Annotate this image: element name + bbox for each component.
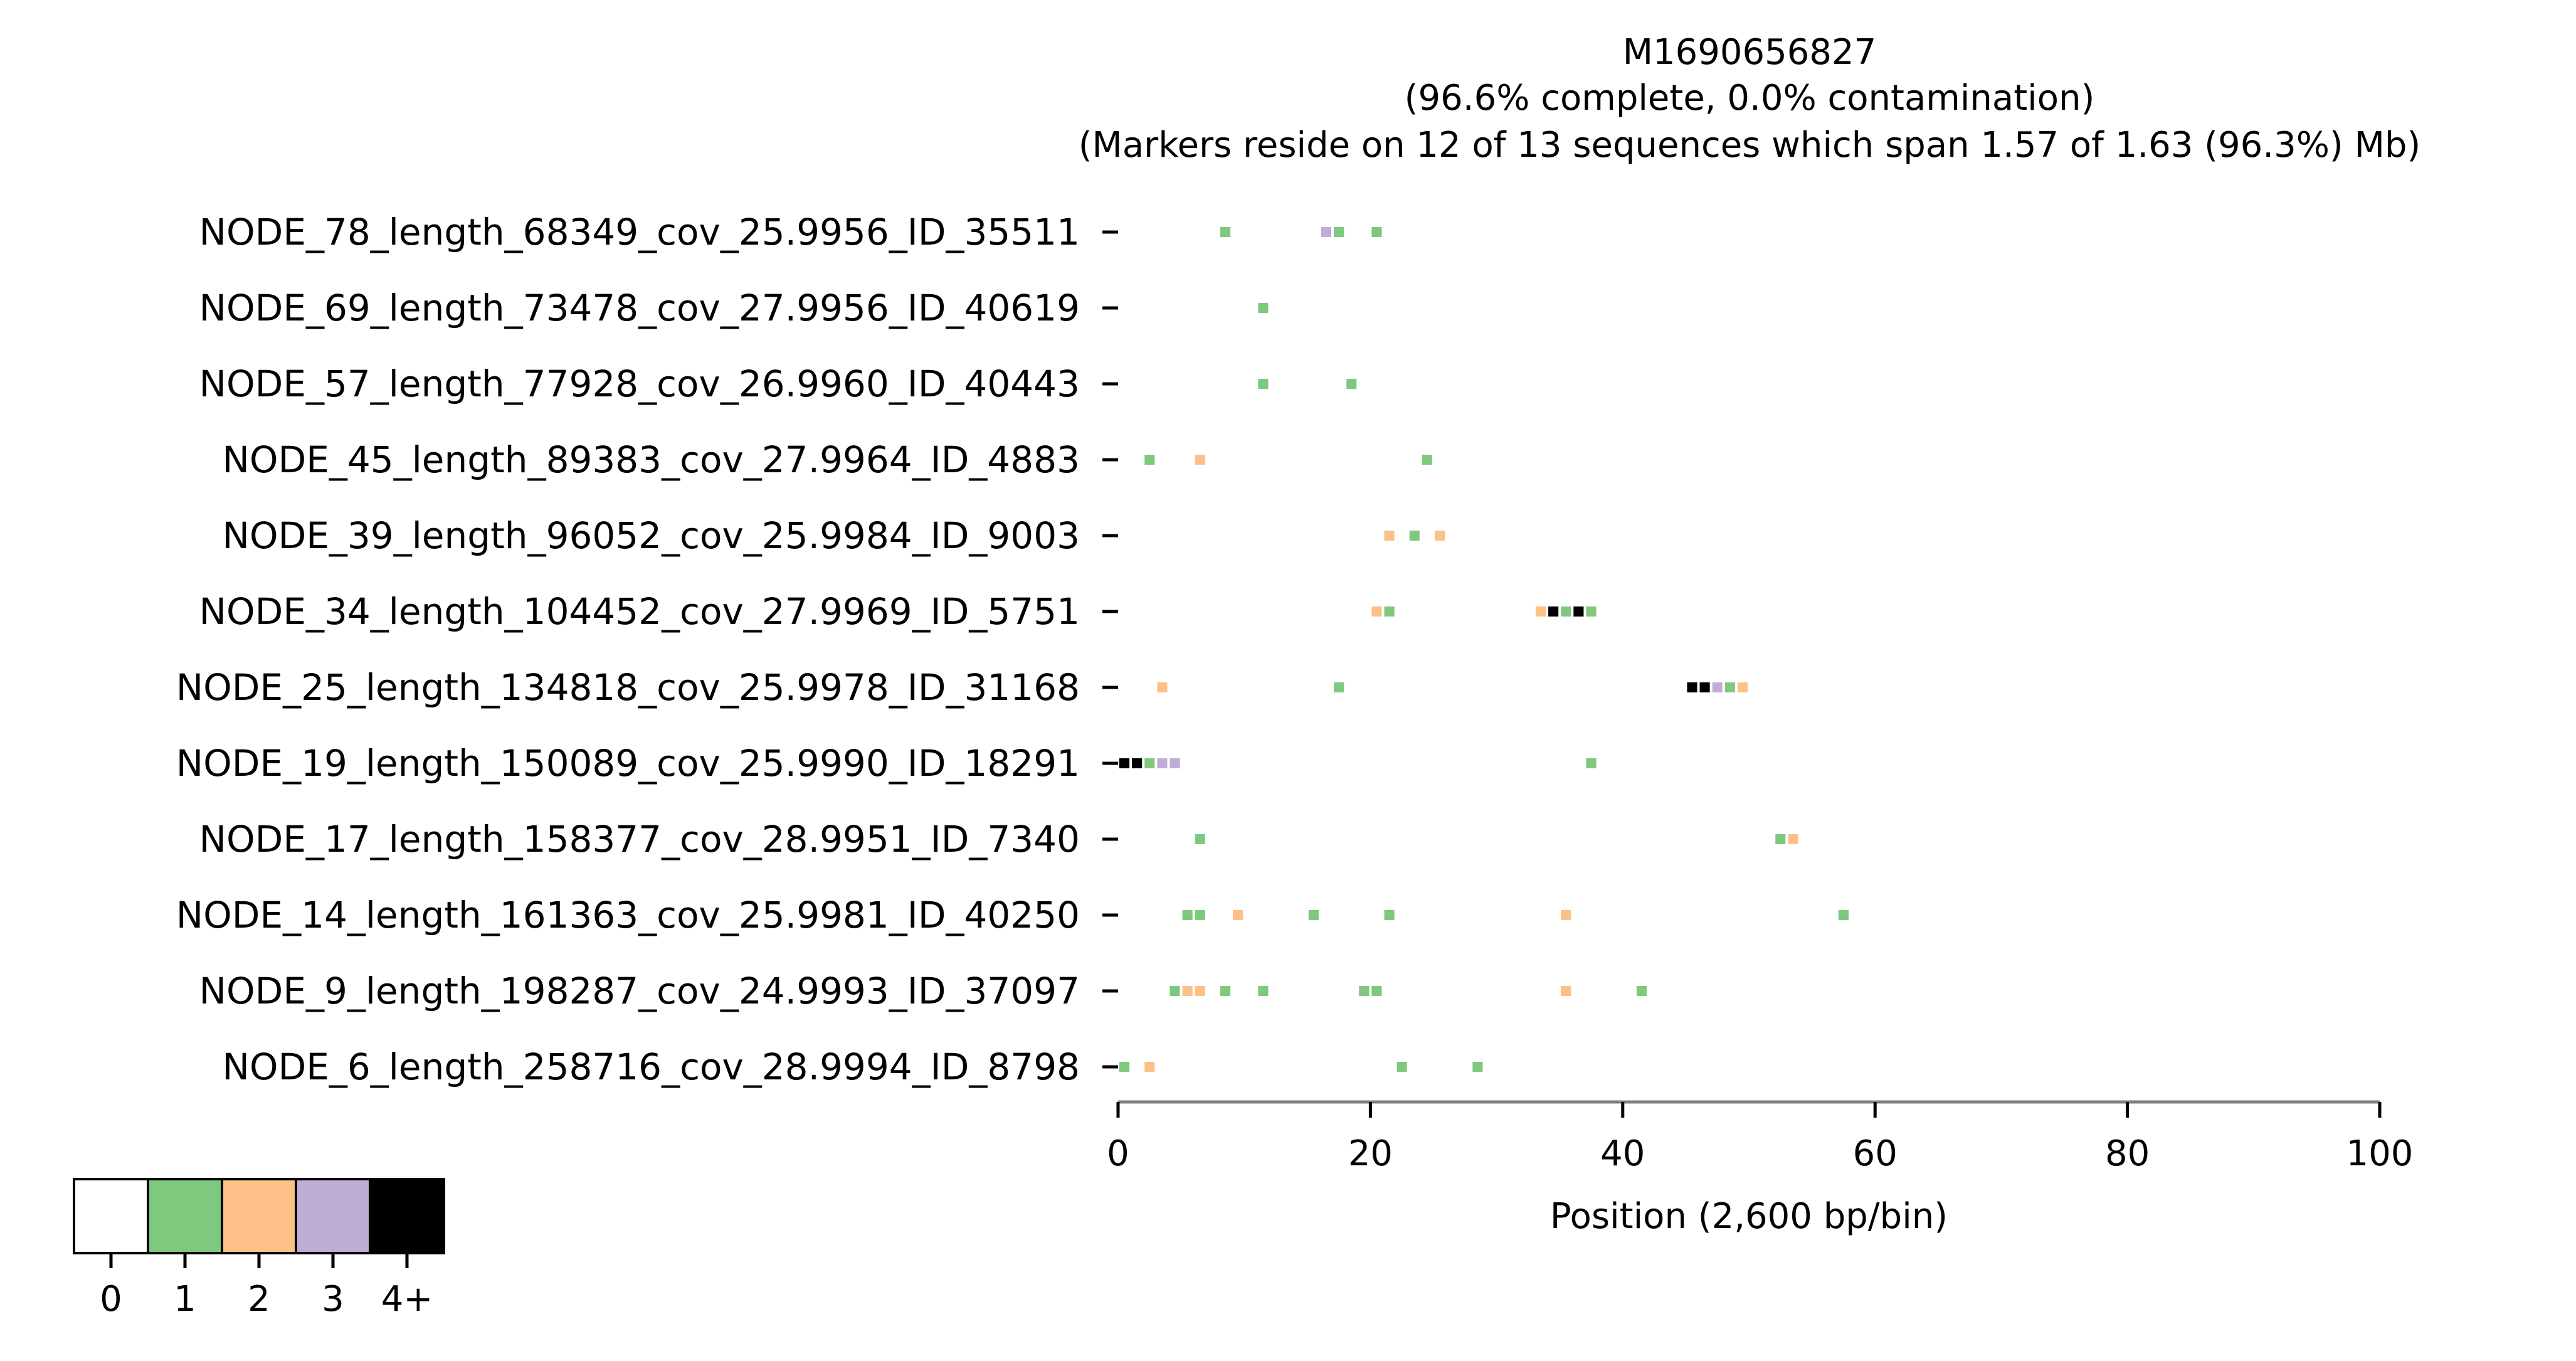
marker-cell	[1258, 303, 1269, 313]
marker-cell	[1258, 379, 1269, 389]
legend-label: 3	[322, 1279, 344, 1320]
legend-swatch	[221, 1178, 297, 1254]
marker-cell	[1636, 986, 1647, 996]
x-tick-label: 40	[1600, 1133, 1645, 1174]
marker-cell	[1775, 834, 1786, 844]
marker-cell	[1169, 986, 1180, 996]
marker-cell	[1195, 910, 1205, 920]
marker-cell	[1157, 758, 1168, 768]
marker-cell	[1548, 606, 1559, 617]
row-label: NODE_45_length_89383_cov_27.9964_ID_4883	[223, 438, 1080, 481]
colorbar-legend: 0 1 2 3 4+	[73, 1178, 445, 1320]
marker-cell	[1220, 986, 1231, 996]
marker-cell	[1195, 834, 1205, 844]
legend-swatch	[73, 1178, 149, 1254]
marker-cell	[1472, 1062, 1483, 1072]
chart-subtitle-markers: (Markers reside on 12 of 13 sequences wh…	[1079, 125, 2421, 166]
marker-cell	[1132, 758, 1143, 768]
row-label: NODE_34_length_104452_cov_27.9969_ID_575…	[199, 590, 1080, 633]
marker-cell	[1119, 1062, 1130, 1072]
row-label: NODE_17_length_158377_cov_28.9951_ID_734…	[199, 818, 1080, 861]
marker-cell	[1573, 606, 1584, 617]
row-labels: NODE_78_length_68349_cov_25.9956_ID_3551…	[176, 211, 1080, 1088]
marker-cell	[1359, 986, 1370, 996]
marker-cell	[1422, 455, 1432, 465]
marker-cell	[1321, 227, 1332, 237]
chart-title: M1690656827	[1623, 32, 1877, 73]
marker-cell	[1838, 910, 1849, 920]
row-label: NODE_57_length_77928_cov_26.9960_ID_4044…	[199, 363, 1080, 405]
marker-cell	[1144, 1062, 1155, 1072]
marker-cell	[1535, 606, 1546, 617]
legend-swatch	[295, 1178, 371, 1254]
marker-cell	[1334, 227, 1344, 237]
row-label: NODE_78_length_68349_cov_25.9956_ID_3551…	[199, 211, 1080, 253]
marker-cell	[1308, 910, 1319, 920]
marker-cell	[1195, 455, 1205, 465]
marker-cell	[1182, 986, 1193, 996]
legend-label: 1	[174, 1279, 196, 1320]
row-ticks	[1102, 230, 1118, 1069]
x-tick-label: 60	[1853, 1133, 1898, 1174]
marker-cell	[1169, 758, 1180, 768]
marker-cell	[1396, 1062, 1407, 1072]
marker-cell	[1144, 455, 1155, 465]
marker-cell	[1561, 606, 1571, 617]
x-tick-label: 80	[2105, 1133, 2150, 1174]
marker-cells	[1119, 227, 1849, 1072]
x-tick-label: 0	[1107, 1133, 1129, 1174]
marker-cell	[1586, 758, 1597, 768]
legend-label: 2	[248, 1279, 270, 1320]
row-label: NODE_9_length_198287_cov_24.9993_ID_3709…	[199, 970, 1080, 1012]
row-label: NODE_39_length_96052_cov_25.9984_ID_9003	[223, 514, 1080, 557]
chart-subtitle: (96.6% complete, 0.0% contamination)	[1405, 78, 2095, 119]
row-label: NODE_19_length_150089_cov_25.9990_ID_182…	[176, 742, 1080, 785]
x-tick-label: 100	[2346, 1133, 2414, 1174]
marker-cell	[1371, 227, 1382, 237]
marker-cell	[1119, 758, 1130, 768]
legend-label: 4+	[381, 1279, 433, 1320]
marker-cell	[1435, 531, 1445, 541]
marker-cell	[1384, 910, 1395, 920]
marker-cell	[1561, 986, 1571, 996]
marker-cell	[1220, 227, 1231, 237]
marker-cell	[1334, 682, 1344, 692]
row-label: NODE_14_length_161363_cov_25.9981_ID_402…	[176, 894, 1080, 936]
marker-cell	[1371, 986, 1382, 996]
x-tick-label: 20	[1348, 1133, 1393, 1174]
legend-swatch	[369, 1178, 445, 1254]
row-label: NODE_25_length_134818_cov_25.9978_ID_311…	[176, 666, 1080, 709]
marker-cell	[1712, 682, 1723, 692]
marker-cell	[1384, 531, 1395, 541]
marker-cell	[1233, 910, 1243, 920]
marker-cell	[1699, 682, 1710, 692]
row-label: NODE_69_length_73478_cov_27.9956_ID_4061…	[199, 287, 1080, 329]
marker-cell	[1724, 682, 1735, 692]
marker-cell	[1182, 910, 1193, 920]
marker-cell	[1737, 682, 1748, 692]
marker-cell	[1384, 606, 1395, 617]
marker-cell	[1409, 531, 1420, 541]
legend-swatch	[147, 1178, 223, 1254]
marker-cell	[1371, 606, 1382, 617]
x-axis-label: Position (2,600 bp/bin)	[1550, 1196, 1948, 1237]
row-label: NODE_6_length_258716_cov_28.9994_ID_8798	[223, 1046, 1080, 1088]
marker-cell	[1157, 682, 1168, 692]
marker-cell	[1561, 910, 1571, 920]
marker-cell	[1258, 986, 1269, 996]
marker-cell	[1346, 379, 1357, 389]
marker-cell	[1788, 834, 1798, 844]
x-axis-ticks: 0 20 40 60 80 100	[1107, 1102, 2413, 1174]
marker-cell	[1144, 758, 1155, 768]
legend-label: 0	[100, 1279, 122, 1320]
marker-cell	[1687, 682, 1697, 692]
marker-cell	[1195, 986, 1205, 996]
marker-cell	[1586, 606, 1597, 617]
